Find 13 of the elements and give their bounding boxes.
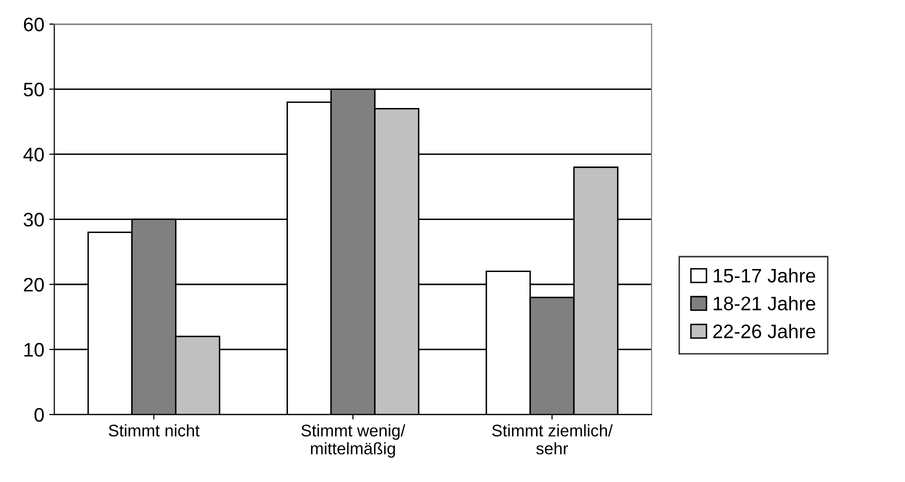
legend-label: 18-21 Jahre: [714, 296, 816, 310]
y-tick-label: 50: [24, 82, 44, 96]
y-tick-label: 60: [24, 18, 44, 32]
y-tick-label: 40: [23, 148, 44, 162]
y-tick-label: 10: [24, 342, 44, 357]
y-tick-label: 20: [24, 278, 44, 292]
legend-label: 22-26 Jahre: [713, 324, 816, 338]
x-tick-label: Stimmt ziemlich/ sehr: [492, 424, 613, 454]
legend-label: 15-17 Jahre: [714, 268, 816, 283]
y-tick-label: 0: [34, 408, 44, 422]
x-tick-label: Stimmt nicht: [108, 424, 200, 436]
y-tick-label: 30: [24, 212, 44, 227]
x-tick-label: Stimmt wenig/ mittelmäßig: [301, 424, 406, 458]
